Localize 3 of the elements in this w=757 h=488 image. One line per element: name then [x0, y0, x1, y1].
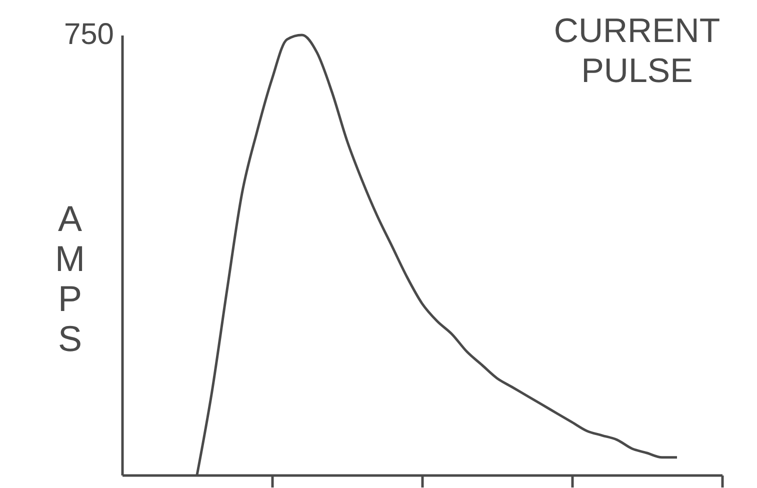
chart-title: CURRENT PULSE: [554, 12, 720, 90]
text: 750: [64, 18, 114, 51]
y-axis-title: AMPS: [55, 198, 85, 359]
